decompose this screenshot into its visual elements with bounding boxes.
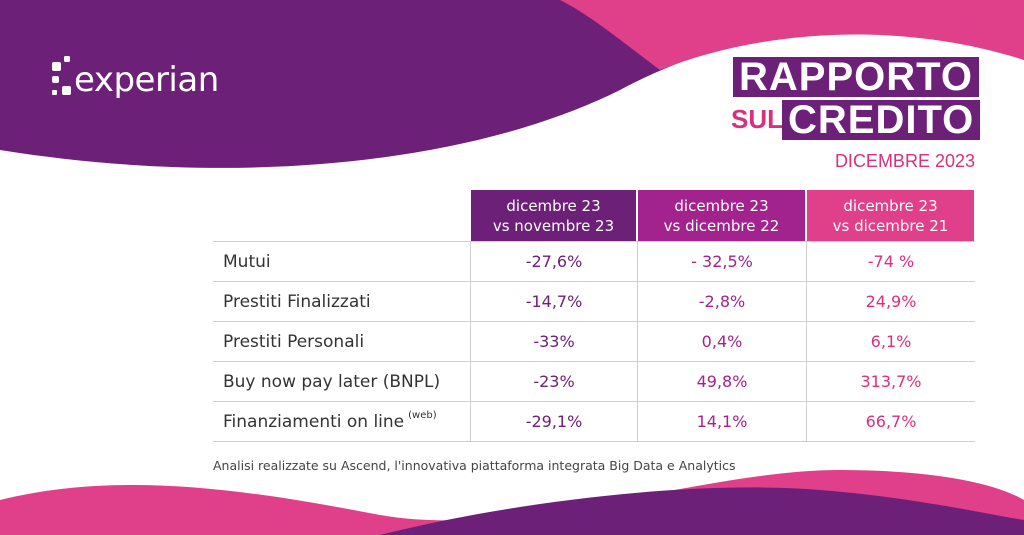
brand-logo: experian: [74, 60, 219, 100]
title-prefix: SUL: [731, 104, 783, 134]
row-label: Prestiti Finalizzati: [213, 282, 470, 322]
value-cell: 49,8%: [637, 362, 806, 402]
row-label-sup: (web): [408, 410, 437, 421]
header-line: dicembre 23: [843, 197, 938, 215]
column-header: dicembre 23 vs dicembre 21: [807, 190, 974, 242]
value-cell: 24,9%: [806, 282, 975, 322]
header-line: dicembre 23: [506, 197, 601, 215]
value-cell: -33%: [470, 322, 637, 362]
row-label: Buy now pay later (BNPL): [213, 362, 470, 402]
header-line: dicembre 23: [674, 197, 769, 215]
title-line2: CREDITO: [782, 100, 981, 140]
value-cell: 313,7%: [806, 362, 975, 402]
row-label: Finanziamenti on line (web): [213, 402, 470, 442]
column-header: dicembre 23 vs novembre 23: [471, 190, 636, 242]
bottom-wave: [380, 487, 1024, 535]
header-line: vs dicembre 22: [663, 217, 780, 235]
value-cell: -74 %: [806, 242, 975, 282]
row-label-text: Finanziamenti on line: [223, 411, 405, 432]
title-date: DICEMBRE 2023: [834, 151, 975, 171]
row-label-text: Buy now pay later (BNPL): [223, 371, 441, 392]
value-cell: -2,8%: [637, 282, 806, 322]
logo-dots: [52, 56, 71, 95]
top-wave: [0, 0, 1024, 168]
value-cell: -29,1%: [470, 402, 637, 442]
row-label: Mutui: [213, 242, 470, 282]
value-cell: 6,1%: [806, 322, 975, 362]
value-cell: -23%: [470, 362, 637, 402]
column-header: dicembre 23 vs dicembre 22: [638, 190, 805, 242]
row-label-text: Prestiti Finalizzati: [223, 291, 371, 312]
header-line: vs dicembre 21: [832, 217, 949, 235]
top-pink-wave: [560, 0, 1024, 70]
value-cell: -27,6%: [470, 242, 637, 282]
row-label-text: Prestiti Personali: [223, 331, 365, 352]
title-line1: RAPPORTO: [733, 57, 979, 97]
header-line: vs novembre 23: [492, 217, 615, 235]
footnote: Analisi realizzate su Ascend, l'innovati…: [213, 458, 736, 473]
value-cell: 14,1%: [637, 402, 806, 442]
value-cell: -14,7%: [470, 282, 637, 322]
row-label: Prestiti Personali: [213, 322, 470, 362]
value-cell: 66,7%: [806, 402, 975, 442]
row-label-text: Mutui: [223, 251, 271, 272]
value-cell: - 32,5%: [637, 242, 806, 282]
value-cell: 0,4%: [637, 322, 806, 362]
table-top-rule: [213, 241, 975, 242]
